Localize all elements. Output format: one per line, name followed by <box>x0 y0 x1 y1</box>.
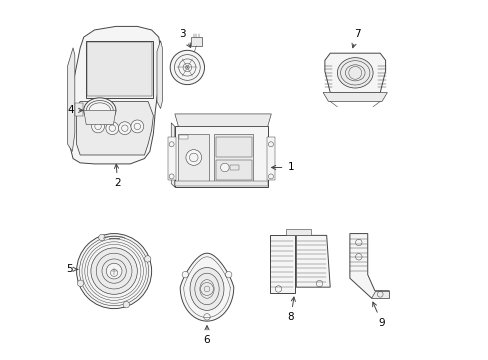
Text: 6: 6 <box>203 326 210 345</box>
Ellipse shape <box>190 267 224 310</box>
Circle shape <box>182 271 188 278</box>
Text: 1: 1 <box>271 162 293 172</box>
Polygon shape <box>323 93 386 102</box>
Bar <box>178 134 208 182</box>
Polygon shape <box>296 235 329 287</box>
Circle shape <box>225 271 231 278</box>
Polygon shape <box>175 114 271 126</box>
Polygon shape <box>83 111 116 125</box>
Circle shape <box>185 150 201 165</box>
Circle shape <box>106 263 122 279</box>
Text: 2: 2 <box>114 164 121 188</box>
Ellipse shape <box>83 98 116 123</box>
Polygon shape <box>67 48 75 152</box>
Bar <box>285 229 310 235</box>
Text: 9: 9 <box>372 302 384 328</box>
Circle shape <box>123 301 129 308</box>
Circle shape <box>144 256 151 262</box>
Polygon shape <box>370 291 388 298</box>
Circle shape <box>220 163 229 172</box>
Circle shape <box>170 50 204 85</box>
Circle shape <box>77 280 83 287</box>
Polygon shape <box>171 123 175 187</box>
Polygon shape <box>190 37 201 46</box>
Bar <box>167 137 175 180</box>
Bar <box>216 137 251 157</box>
Bar <box>175 181 267 186</box>
Bar <box>87 42 151 96</box>
Circle shape <box>131 120 143 133</box>
Circle shape <box>118 122 131 135</box>
Circle shape <box>77 234 151 309</box>
Polygon shape <box>269 235 294 293</box>
Text: 8: 8 <box>287 297 295 322</box>
Ellipse shape <box>337 58 372 88</box>
Circle shape <box>106 122 119 135</box>
Polygon shape <box>77 102 153 155</box>
Bar <box>75 103 82 116</box>
Circle shape <box>102 259 126 283</box>
Circle shape <box>96 253 132 289</box>
Bar <box>175 126 267 187</box>
Circle shape <box>91 248 137 294</box>
Bar <box>214 134 253 182</box>
Polygon shape <box>157 41 162 109</box>
Polygon shape <box>349 234 388 298</box>
Text: 5: 5 <box>65 264 78 274</box>
Text: 7: 7 <box>351 29 360 48</box>
Polygon shape <box>180 253 233 321</box>
Text: 3: 3 <box>179 29 190 48</box>
Polygon shape <box>324 53 385 93</box>
Text: 4: 4 <box>67 105 82 115</box>
Bar <box>179 135 188 139</box>
Circle shape <box>203 314 210 320</box>
Bar <box>85 41 153 98</box>
Circle shape <box>99 234 105 241</box>
Bar <box>216 160 251 180</box>
Bar <box>266 137 274 180</box>
Polygon shape <box>69 26 160 164</box>
Circle shape <box>91 120 104 133</box>
Bar <box>230 165 239 170</box>
